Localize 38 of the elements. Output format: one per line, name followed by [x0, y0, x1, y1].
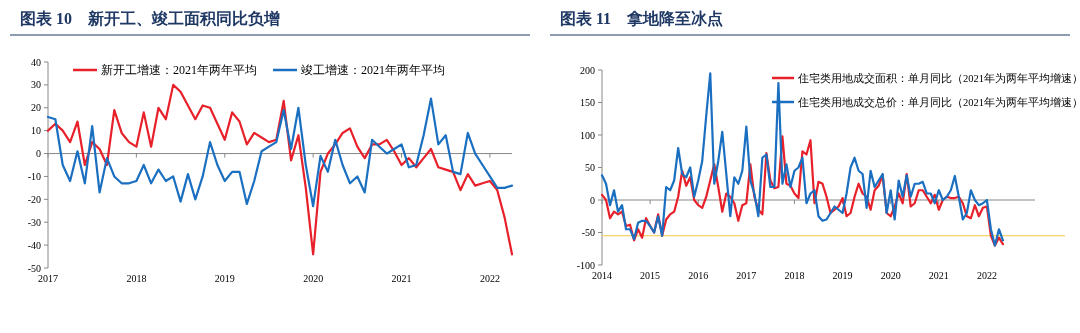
y-tick-label: -50	[581, 227, 595, 238]
y-tick-label: 40	[31, 56, 41, 68]
legend-label: 新开工增速：2021年两年平均	[101, 63, 257, 77]
x-tick-label: 2019	[214, 273, 235, 284]
x-tick-label: 2022	[976, 270, 997, 281]
x-tick-label: 2019	[832, 270, 853, 281]
chart-title: 图表 11 拿地降至冰点	[560, 10, 724, 28]
y-tick-label: 20	[31, 102, 41, 114]
x-tick-label: 2018	[784, 270, 805, 281]
y-tick-label: -20	[27, 193, 41, 205]
y-tick-label: 100	[580, 129, 595, 141]
y-tick-label: 30	[31, 79, 41, 91]
x-tick-label: 2021	[928, 270, 949, 281]
y-tick-label: 10	[31, 125, 41, 137]
x-tick-label: 2022	[479, 273, 500, 284]
y-tick-label: -30	[27, 216, 41, 228]
y-tick-label: 0	[590, 194, 595, 206]
x-tick-label: 2021	[391, 273, 412, 284]
x-tick-label: 2017	[38, 273, 58, 284]
x-tick-label: 2018	[126, 273, 147, 284]
legend-label: 住宅类用地成交面积：单月同比（2021年为两年平均增速）	[798, 72, 1080, 84]
y-tick-label: -50	[27, 262, 41, 274]
legend-label: 住宅类用地成交总价：单月同比（2021年为两年平均增速）	[798, 96, 1080, 108]
x-tick-label: 2017	[736, 270, 757, 281]
x-tick-label: 2020	[303, 273, 324, 284]
x-tick-label: 2014	[592, 270, 612, 281]
x-tick-label: 2020	[880, 270, 901, 281]
y-tick-label: -100	[576, 259, 595, 271]
y-tick-label: -10	[27, 170, 41, 182]
x-tick-label: 2016	[688, 270, 709, 281]
y-tick-label: 50	[585, 162, 595, 173]
chart-title: 图表 10 新开工、竣工面积同比负增	[20, 10, 280, 27]
y-tick-label: 150	[580, 97, 595, 108]
x-tick-label: 2015	[640, 270, 661, 281]
legend-label: 竣工增速：2021年两年平均	[301, 63, 445, 77]
y-tick-label: -40	[27, 239, 41, 251]
y-tick-label: 0	[36, 148, 41, 160]
y-tick-label: 200	[580, 64, 595, 76]
